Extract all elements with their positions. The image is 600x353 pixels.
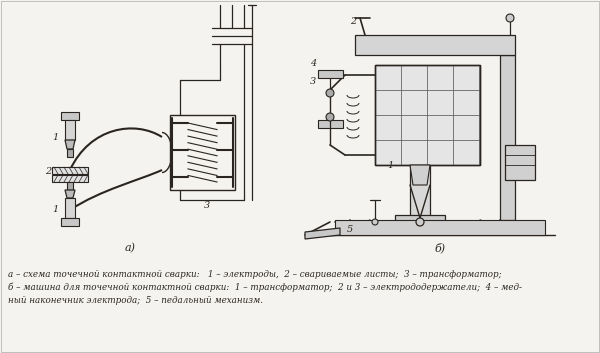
- Bar: [505, 145, 535, 180]
- Text: а – схема точечной контактной сварки:   1 – электроды,  2 – свариваемые листы;  : а – схема точечной контактной сварки: 1 …: [8, 270, 502, 279]
- Bar: [61, 112, 79, 120]
- Text: 2: 2: [350, 18, 356, 26]
- Circle shape: [326, 89, 334, 97]
- Text: 3: 3: [205, 201, 211, 209]
- Text: а): а): [125, 243, 136, 253]
- Text: б): б): [434, 243, 446, 253]
- Bar: [500, 55, 515, 220]
- Bar: [65, 198, 75, 218]
- Bar: [375, 65, 480, 165]
- Circle shape: [416, 218, 424, 226]
- Text: б – машина для точечной контактной сварки:  1 – трансформатор;  2 и 3 – электрод: б – машина для точечной контактной сварк…: [8, 283, 522, 293]
- Bar: [61, 218, 79, 226]
- Polygon shape: [305, 228, 340, 239]
- Polygon shape: [410, 165, 430, 185]
- Text: ный наконечник электрода;  5 – педальный механизм.: ный наконечник электрода; 5 – педальный …: [8, 296, 263, 305]
- Polygon shape: [335, 220, 545, 235]
- Circle shape: [326, 113, 334, 121]
- Bar: [67, 149, 73, 157]
- Bar: [395, 215, 445, 230]
- Bar: [52, 175, 88, 182]
- Bar: [318, 120, 343, 128]
- Bar: [410, 130, 430, 220]
- Polygon shape: [65, 140, 75, 149]
- Bar: [170, 115, 235, 190]
- Bar: [65, 120, 75, 140]
- Bar: [318, 70, 343, 78]
- Bar: [375, 65, 480, 165]
- Polygon shape: [65, 190, 75, 198]
- Text: 1: 1: [52, 205, 58, 215]
- Polygon shape: [355, 35, 515, 55]
- Circle shape: [372, 219, 378, 225]
- Text: 2: 2: [45, 168, 51, 176]
- Text: 1: 1: [387, 161, 393, 169]
- Text: 4: 4: [310, 59, 316, 67]
- Text: 3: 3: [310, 78, 316, 86]
- Text: 5: 5: [347, 226, 353, 234]
- Bar: [67, 182, 73, 190]
- Bar: [52, 167, 88, 174]
- Circle shape: [506, 14, 514, 22]
- Text: 1: 1: [52, 132, 58, 142]
